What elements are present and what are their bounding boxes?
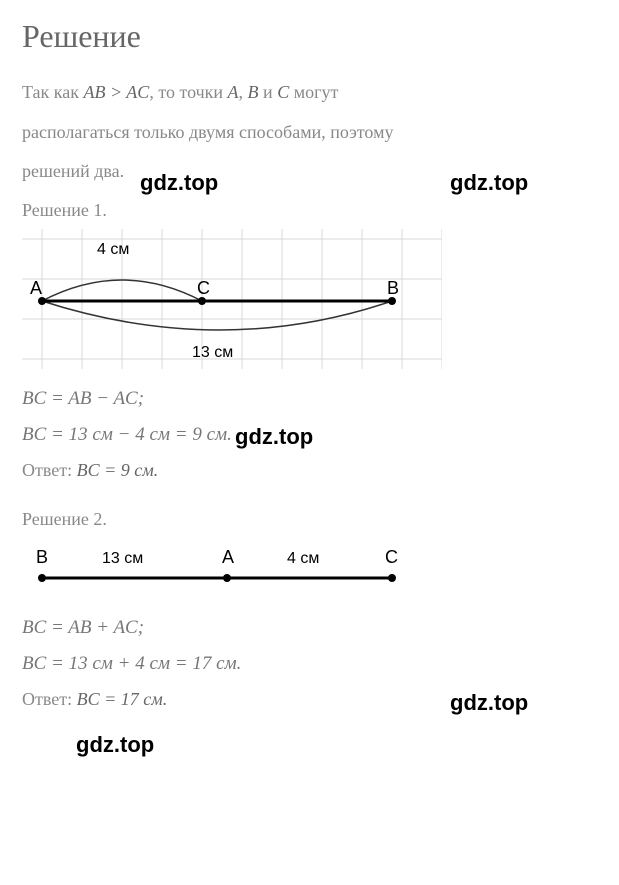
point-b: B <box>248 82 259 102</box>
label-c: C <box>385 547 398 567</box>
label-a: A <box>30 278 42 298</box>
solution2-answer: Ответ: BC = 17 см. <box>22 689 597 710</box>
page-title: Решение <box>22 18 597 55</box>
solution2-eq2: BC = 13 см + 4 см = 17 см. <box>22 653 597 675</box>
solution1-label: Решение 1. <box>22 200 597 221</box>
solution1-eq2: BC = 13 см − 4 см = 9 см. <box>22 424 597 446</box>
label-b: B <box>36 547 48 567</box>
measure-right: 4 см <box>287 550 319 567</box>
measure-left: 13 см <box>102 550 143 567</box>
intro-text: , <box>239 82 248 102</box>
intro-condition: AB > AC <box>84 82 150 102</box>
measure-bottom: 13 см <box>192 344 233 361</box>
intro-line3: решений два. <box>22 161 124 181</box>
solution1-eq1: BC = AB − AC; <box>22 388 597 410</box>
intro-text: и <box>259 82 278 102</box>
watermark: gdz.top <box>76 732 154 758</box>
intro-text: , то точки <box>149 82 227 102</box>
measure-top: 4 см <box>97 241 129 258</box>
point-c: C <box>277 82 289 102</box>
label-a: A <box>222 547 234 567</box>
intro-text: могут <box>289 82 338 102</box>
solution2-eq1: BC = AB + AC; <box>22 617 597 639</box>
solution2-label: Решение 2. <box>22 509 597 530</box>
intro-line2: располагаться только двумя способами, по… <box>22 122 393 142</box>
intro-text: Так как <box>22 82 84 102</box>
point-a: A <box>228 82 239 102</box>
solution2-diagram: B A C 13 см 4 см <box>22 538 597 603</box>
solution1-answer: Ответ: BC = 9 см. <box>22 460 597 481</box>
intro-paragraph: Так как AB > AC, то точки A, B и C могут… <box>22 73 597 192</box>
solution1-diagram: A C B 4 см 13 см <box>22 229 597 374</box>
label-b: B <box>387 278 399 298</box>
label-c: C <box>197 278 210 298</box>
